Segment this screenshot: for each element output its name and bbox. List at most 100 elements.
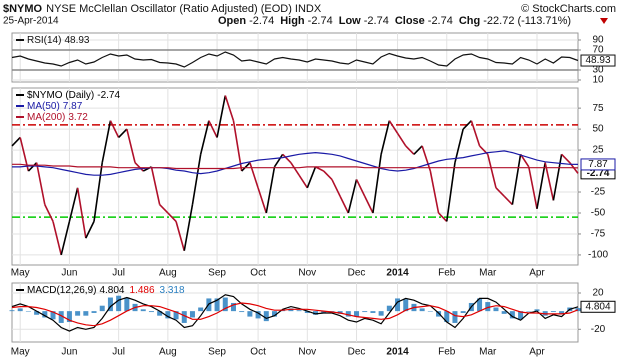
x-tick-label: Oct — [250, 268, 266, 279]
histogram-bar — [362, 311, 368, 313]
y-tick-label: 25 — [592, 145, 604, 156]
histogram-bar — [124, 297, 130, 312]
quote-label: Open — [218, 15, 246, 27]
histogram-bar — [17, 308, 23, 312]
line-segment — [306, 166, 317, 189]
legend-value: 1.486 — [130, 285, 155, 296]
y-tick-label: -25 — [591, 187, 606, 198]
quote-value: -2.74 — [249, 15, 274, 27]
histogram-bar — [378, 311, 384, 316]
line-segment — [315, 166, 325, 172]
legend-value: 3.318 — [160, 285, 185, 296]
histogram-bar — [271, 311, 277, 317]
line-segment — [216, 95, 227, 138]
panel-frame — [11, 282, 579, 343]
line-segment — [355, 179, 366, 197]
line-segment — [191, 154, 202, 205]
last-value-box — [580, 54, 616, 67]
line-segment — [486, 154, 497, 189]
histogram-bar — [526, 311, 532, 312]
line-segment — [85, 221, 95, 239]
series-line — [11, 302, 579, 327]
histogram-bar — [34, 311, 40, 315]
line-segment — [339, 195, 350, 214]
histogram-bar — [509, 311, 515, 319]
panel-frame — [11, 87, 579, 266]
x-tick-label: May — [11, 268, 30, 279]
histogram-bar — [116, 295, 122, 312]
histogram-bar — [9, 310, 15, 312]
date: 25-Apr-2014 — [3, 16, 59, 27]
line-segment — [396, 132, 407, 147]
histogram-bar — [107, 297, 113, 312]
legend-entry: RSI(14) 48.93 — [27, 35, 90, 46]
line-segment — [199, 120, 210, 155]
line-segment — [544, 162, 555, 201]
histogram-bar — [575, 308, 581, 312]
histogram-bar — [313, 311, 319, 315]
histogram-bar — [304, 311, 310, 313]
x-tick-label: Jul — [112, 268, 125, 279]
quote-value: -22.72 — [483, 15, 514, 27]
y-tick-label: 20 — [592, 288, 604, 299]
line-segment — [372, 154, 382, 214]
last-value-box — [580, 300, 616, 313]
histogram-bar — [91, 311, 97, 313]
y-tick-label: 75 — [592, 103, 604, 114]
y-tick-label: 70 — [592, 45, 604, 56]
histogram-bar — [477, 298, 483, 312]
histogram-bar — [58, 311, 64, 323]
line-segment — [437, 212, 448, 222]
quote: Open -2.74 High -2.74 Low -2.74 Close -2.74 Chg -… — [218, 15, 571, 27]
histogram-bar — [559, 311, 565, 314]
series-line — [12, 150, 579, 176]
histogram-bar — [427, 311, 433, 312]
histogram-bar — [321, 311, 327, 313]
histogram-bar — [370, 311, 376, 313]
last-value-label: 4.804 — [585, 301, 610, 312]
line-segment — [52, 221, 62, 256]
histogram-bar — [534, 309, 540, 312]
x-tick-label: Feb — [438, 268, 456, 279]
line-segment — [429, 170, 440, 214]
line-segment — [232, 120, 243, 172]
x-tick-label: Mar — [479, 268, 497, 279]
x-tick-label: Jun — [61, 347, 77, 358]
line-segment — [421, 145, 432, 172]
legend-value: 3.72 — [68, 112, 88, 123]
line-segment — [380, 120, 391, 155]
histogram-bar — [239, 311, 245, 313]
histogram-bar — [181, 311, 187, 323]
line-segment — [101, 120, 112, 163]
line-segment — [561, 153, 571, 164]
histogram-bar — [50, 311, 56, 320]
quote-value: -2.74 — [308, 15, 333, 27]
histogram-bar — [230, 302, 236, 312]
line-segment — [282, 153, 292, 164]
line-segment — [265, 166, 276, 214]
series-line — [12, 163, 579, 170]
x-tick-label: May — [11, 347, 30, 358]
legend-entry: MA(50) 7.87 — [27, 101, 83, 112]
line-segment — [167, 212, 177, 222]
histogram-bar — [214, 298, 220, 312]
line-segment — [224, 95, 235, 121]
x-tick-label: Jun — [61, 268, 77, 279]
histogram-bar — [157, 311, 163, 316]
line-segment — [388, 120, 399, 134]
last-value-label: -2.74 — [587, 168, 610, 179]
legend-entry: MACD(12,26,9) 4.804 1.486 3.318 — [27, 285, 185, 296]
line-segment — [290, 162, 300, 176]
legend-name: MA(50) — [27, 101, 60, 112]
line-segment — [347, 179, 358, 214]
histogram-bar — [354, 311, 360, 317]
x-tick-label: Sep — [208, 347, 226, 358]
histogram-bar — [550, 311, 556, 313]
legend-value: -2.74 — [97, 90, 120, 101]
line-segment — [76, 187, 87, 239]
line-segment — [552, 154, 563, 201]
line-segment — [462, 120, 472, 130]
line-segment — [454, 128, 464, 163]
histogram-bar — [501, 311, 507, 314]
y-tick-label: -100 — [588, 250, 608, 261]
